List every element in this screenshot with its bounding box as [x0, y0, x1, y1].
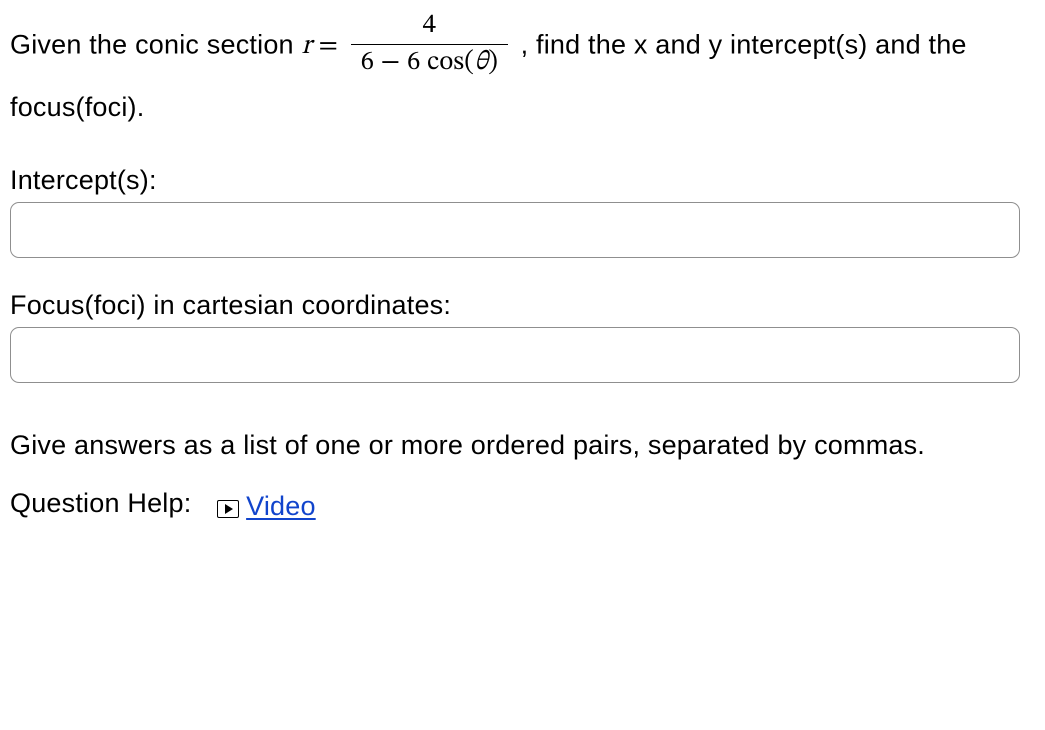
question-prompt: Given the conic section r = 4 6 − 6 cos(… — [10, 12, 1035, 133]
equals-sign: = — [318, 33, 344, 60]
foci-label: Focus(foci) in cartesian coordinates: — [10, 290, 1035, 321]
den-open-paren: ( — [464, 49, 474, 76]
den-six-b: 6 — [407, 49, 421, 76]
den-cos: cos — [421, 49, 465, 76]
den-theta: θ — [474, 49, 488, 76]
question-help-row: Question Help: Video — [10, 488, 1035, 523]
fraction-denominator: 6 − 6 cos(θ) — [351, 44, 508, 79]
foci-input[interactable] — [10, 327, 1020, 383]
intercepts-label: Intercept(s): — [10, 165, 1035, 196]
question-help-label: Question Help: — [10, 488, 191, 518]
video-help-label: Video — [246, 491, 316, 522]
var-r: r — [301, 33, 311, 60]
play-triangle-icon — [225, 504, 233, 514]
prompt-prefix: Given the conic section — [10, 29, 301, 59]
fraction-numerator: 4 — [351, 10, 508, 44]
den-six-a: 6 — [361, 49, 375, 76]
play-icon — [217, 500, 239, 518]
equation: r = 4 6 − 6 cos(θ) — [301, 33, 520, 60]
fraction: 4 6 − 6 cos(θ) — [351, 10, 508, 80]
den-minus: − — [374, 49, 407, 76]
intercepts-input[interactable] — [10, 202, 1020, 258]
den-close-paren: ) — [488, 49, 498, 76]
answer-format-hint: Give answers as a list of one or more or… — [10, 425, 1035, 466]
video-help-button[interactable]: Video — [217, 491, 316, 522]
after-fraction-comma: , — [521, 29, 529, 59]
